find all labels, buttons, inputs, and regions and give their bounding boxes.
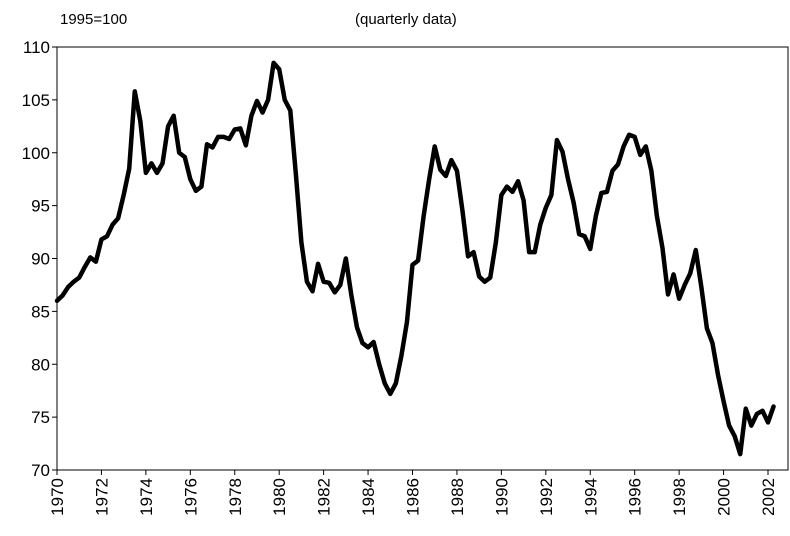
x-tick-label: 1978 [226,478,245,516]
chart-title: (quarterly data) [355,11,457,28]
x-tick-label: 1996 [626,478,645,516]
y-tick-label: 110 [23,38,50,57]
x-tick-label: 1992 [537,478,556,516]
x-tick-label: 1972 [92,478,111,516]
y-tick-label: 85 [31,302,50,321]
x-tick-label: 1984 [359,478,378,516]
data-line [54,60,776,457]
plot-frame [56,46,789,471]
x-tick-label: 1982 [315,478,334,516]
y-tick-label: 95 [31,197,50,216]
y-axis-label: 1995=100 [60,11,127,28]
y-tick-label: 70 [31,461,50,480]
x-tick-label: 1976 [181,478,200,516]
y-tick-label: 90 [31,250,50,269]
x-tick-label: 1974 [137,478,156,516]
x-tick-label: 1980 [270,478,289,516]
x-tick-label: 1970 [48,478,67,516]
x-tick-label: 1994 [581,478,600,516]
x-tick-label: 1988 [448,478,467,516]
x-tick-label: 2000 [715,478,734,516]
x-tick-label: 1986 [404,478,423,516]
y-tick-label: 75 [31,408,50,427]
y-tick-label: 100 [22,144,50,163]
x-tick-label: 1990 [492,478,511,516]
y-tick-label: 105 [22,91,50,110]
x-tick-label: 1998 [670,478,689,516]
y-tick-label: 80 [31,355,50,374]
x-tick-label: 2002 [759,478,778,516]
